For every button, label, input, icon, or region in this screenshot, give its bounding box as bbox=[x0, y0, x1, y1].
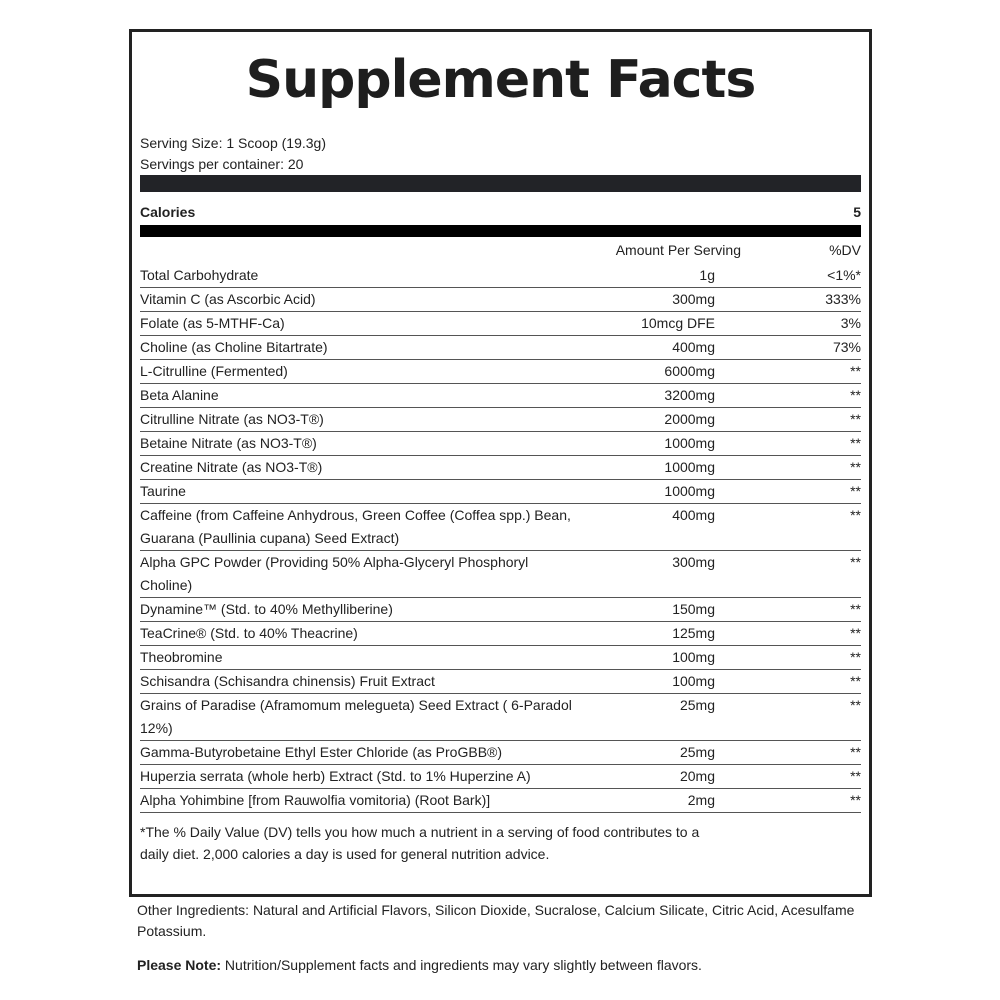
nutrient-name: Grains of Paradise (Aframomum melegueta)… bbox=[140, 697, 572, 736]
nutrient-dv: ** bbox=[850, 554, 861, 570]
nutrient-name: Alpha GPC Powder (Providing 50% Alpha-Gl… bbox=[140, 554, 529, 593]
nutrient-amount: 20mg bbox=[679, 768, 715, 784]
table-row: Schisandra (Schisandra chinensis) Fruit … bbox=[140, 670, 861, 694]
note-text: Nutrition/Supplement facts and ingredien… bbox=[221, 957, 702, 973]
nutrient-amount: 300mg bbox=[672, 554, 715, 570]
dv-header: %DV bbox=[829, 242, 861, 258]
nutrient-name: Schisandra (Schisandra chinensis) Fruit … bbox=[140, 673, 435, 689]
nutrient-dv: ** bbox=[850, 744, 861, 760]
nutrient-amount: 2000mg bbox=[664, 411, 715, 427]
divider-bar bbox=[140, 175, 861, 192]
nutrient-name: Taurine bbox=[140, 483, 186, 499]
nutrient-amount: 1000mg bbox=[664, 435, 715, 451]
nutrient-name: Beta Alanine bbox=[140, 387, 219, 403]
table-row: L-Citrulline (Fermented) 6000mg ** bbox=[140, 360, 861, 384]
nutrient-dv: 73% bbox=[832, 339, 861, 355]
nutrient-amount: 300mg bbox=[672, 291, 715, 307]
nutrient-dv: ** bbox=[850, 363, 861, 379]
nutrient-dv: ** bbox=[850, 435, 861, 451]
nutrient-dv: 3% bbox=[840, 315, 861, 331]
nutrient-amount: 25mg bbox=[679, 744, 715, 760]
nutrient-name: Folate (as 5-MTHF-Ca) bbox=[140, 315, 285, 331]
nutrient-dv: ** bbox=[850, 411, 861, 427]
nutrient-name: Alpha Yohimbine [from Rauwolfia vomitori… bbox=[140, 792, 491, 808]
table-row: Grains of Paradise (Aframomum melegueta)… bbox=[140, 694, 861, 741]
note-label: Please Note: bbox=[137, 957, 222, 973]
nutrient-amount: 1000mg bbox=[664, 483, 715, 499]
nutrient-name: Theobromine bbox=[140, 649, 223, 665]
table-row: Betaine Nitrate (as NO3-T®) 1000mg ** bbox=[140, 432, 861, 456]
nutrient-dv: ** bbox=[850, 673, 861, 689]
amount-header: Amount Per Serving bbox=[615, 242, 741, 258]
nutrient-amount: 1g bbox=[699, 267, 715, 283]
serving-size: Serving Size: 1 Scoop (19.3g) bbox=[140, 135, 326, 151]
nutrient-amount: 3200mg bbox=[664, 387, 715, 403]
table-row: TeaCrine® (Std. to 40% Theacrine) 125mg ** bbox=[140, 622, 861, 646]
table-row: Huperzia serrata (whole herb) Extract (S… bbox=[140, 765, 861, 789]
nutrient-name: Vitamin C (as Ascorbic Acid) bbox=[140, 291, 316, 307]
table-row: Total Carbohydrate 1g <1%* bbox=[140, 264, 861, 288]
nutrient-name: Betaine Nitrate (as NO3-T®) bbox=[140, 435, 317, 451]
table-row: Alpha Yohimbine [from Rauwolfia vomitori… bbox=[140, 789, 861, 813]
nutrient-dv: ** bbox=[850, 507, 861, 523]
nutrient-dv: <1%* bbox=[827, 267, 861, 283]
table-row: Citrulline Nitrate (as NO3-T®) 2000mg ** bbox=[140, 408, 861, 432]
table-row: Alpha GPC Powder (Providing 50% Alpha-Gl… bbox=[140, 551, 861, 598]
nutrient-name: Creatine Nitrate (as NO3-T®) bbox=[140, 459, 323, 475]
calories-value: 5 bbox=[853, 204, 861, 220]
table-row: Gamma-Butyrobetaine Ethyl Ester Chloride… bbox=[140, 741, 861, 765]
table-row: Creatine Nitrate (as NO3-T®) 1000mg ** bbox=[140, 456, 861, 480]
servings-per-container: Servings per container: 20 bbox=[140, 156, 304, 172]
table-row: Caffeine (from Caffeine Anhydrous, Green… bbox=[140, 504, 861, 551]
divider-bar-thick bbox=[140, 225, 861, 237]
nutrient-amount: 100mg bbox=[672, 673, 715, 689]
nutrient-dv: ** bbox=[850, 387, 861, 403]
nutrient-dv: ** bbox=[850, 625, 861, 641]
nutrient-name: Huperzia serrata (whole herb) Extract (S… bbox=[140, 768, 531, 784]
nutrient-name: TeaCrine® (Std. to 40% Theacrine) bbox=[140, 625, 358, 641]
nutrient-dv: ** bbox=[850, 792, 861, 808]
calories-row: Calories 5 bbox=[140, 204, 861, 220]
nutrient-name: Total Carbohydrate bbox=[140, 267, 259, 283]
footnote: *The % Daily Value (DV) tells you how mu… bbox=[140, 824, 700, 862]
column-header: Amount Per Serving %DV bbox=[140, 238, 861, 262]
nutrient-amount: 400mg bbox=[672, 339, 715, 355]
nutrient-name: L-Citrulline (Fermented) bbox=[140, 363, 288, 379]
nutrient-dv: ** bbox=[850, 601, 861, 617]
nutrient-dv: ** bbox=[850, 459, 861, 475]
supplement-facts-panel: Supplement Facts Serving Size: 1 Scoop (… bbox=[129, 29, 872, 897]
table-row: Dynamine™ (Std. to 40% Methylliberine) 15… bbox=[140, 598, 861, 622]
table-row: Choline (as Choline Bitartrate) 400mg 73% bbox=[140, 336, 861, 360]
nutrient-amount: 25mg bbox=[679, 697, 715, 713]
panel-title: Supplement Facts bbox=[245, 50, 757, 110]
table-row: Beta Alanine 3200mg ** bbox=[140, 384, 861, 408]
calories-label: Calories bbox=[140, 204, 196, 220]
nutrient-amount: 125mg bbox=[672, 625, 715, 641]
table-row: Taurine 1000mg ** bbox=[140, 480, 861, 504]
nutrient-name: Caffeine (from Caffeine Anhydrous, Green… bbox=[140, 507, 571, 546]
nutrient-amount: 1000mg bbox=[664, 459, 715, 475]
nutrient-dv: ** bbox=[850, 768, 861, 784]
nutrient-dv: ** bbox=[850, 697, 861, 713]
table-row: Theobromine 100mg ** bbox=[140, 646, 861, 670]
please-note: Please Note: Nutrition/Supplement facts … bbox=[137, 955, 877, 976]
nutrient-name: Citrulline Nitrate (as NO3-T®) bbox=[140, 411, 324, 427]
nutrient-amount: 400mg bbox=[672, 507, 715, 523]
nutrient-dv: 333% bbox=[825, 291, 861, 307]
nutrient-name: Dynamine™ (Std. to 40% Methylliberine) bbox=[140, 601, 393, 617]
nutrient-dv: ** bbox=[850, 649, 861, 665]
nutrient-amount: 6000mg bbox=[664, 363, 715, 379]
other-ingredients: Other Ingredients: Natural and Artificia… bbox=[137, 902, 855, 939]
table-row: Vitamin C (as Ascorbic Acid) 300mg 333% bbox=[140, 288, 861, 312]
nutrient-name: Choline (as Choline Bitartrate) bbox=[140, 339, 328, 355]
nutrient-amount: 2mg bbox=[687, 792, 715, 808]
nutrient-amount: 100mg bbox=[672, 649, 715, 665]
table-row: Folate (as 5-MTHF-Ca) 10mcg DFE 3% bbox=[140, 312, 861, 336]
nutrient-amount: 150mg bbox=[672, 601, 715, 617]
nutrient-dv: ** bbox=[850, 483, 861, 499]
nutrient-amount: 10mcg DFE bbox=[641, 315, 715, 331]
nutrient-table: Total Carbohydrate 1g <1%* Vitamin C (as As… bbox=[140, 264, 861, 813]
nutrient-name: Gamma-Butyrobetaine Ethyl Ester Chloride… bbox=[140, 744, 503, 760]
